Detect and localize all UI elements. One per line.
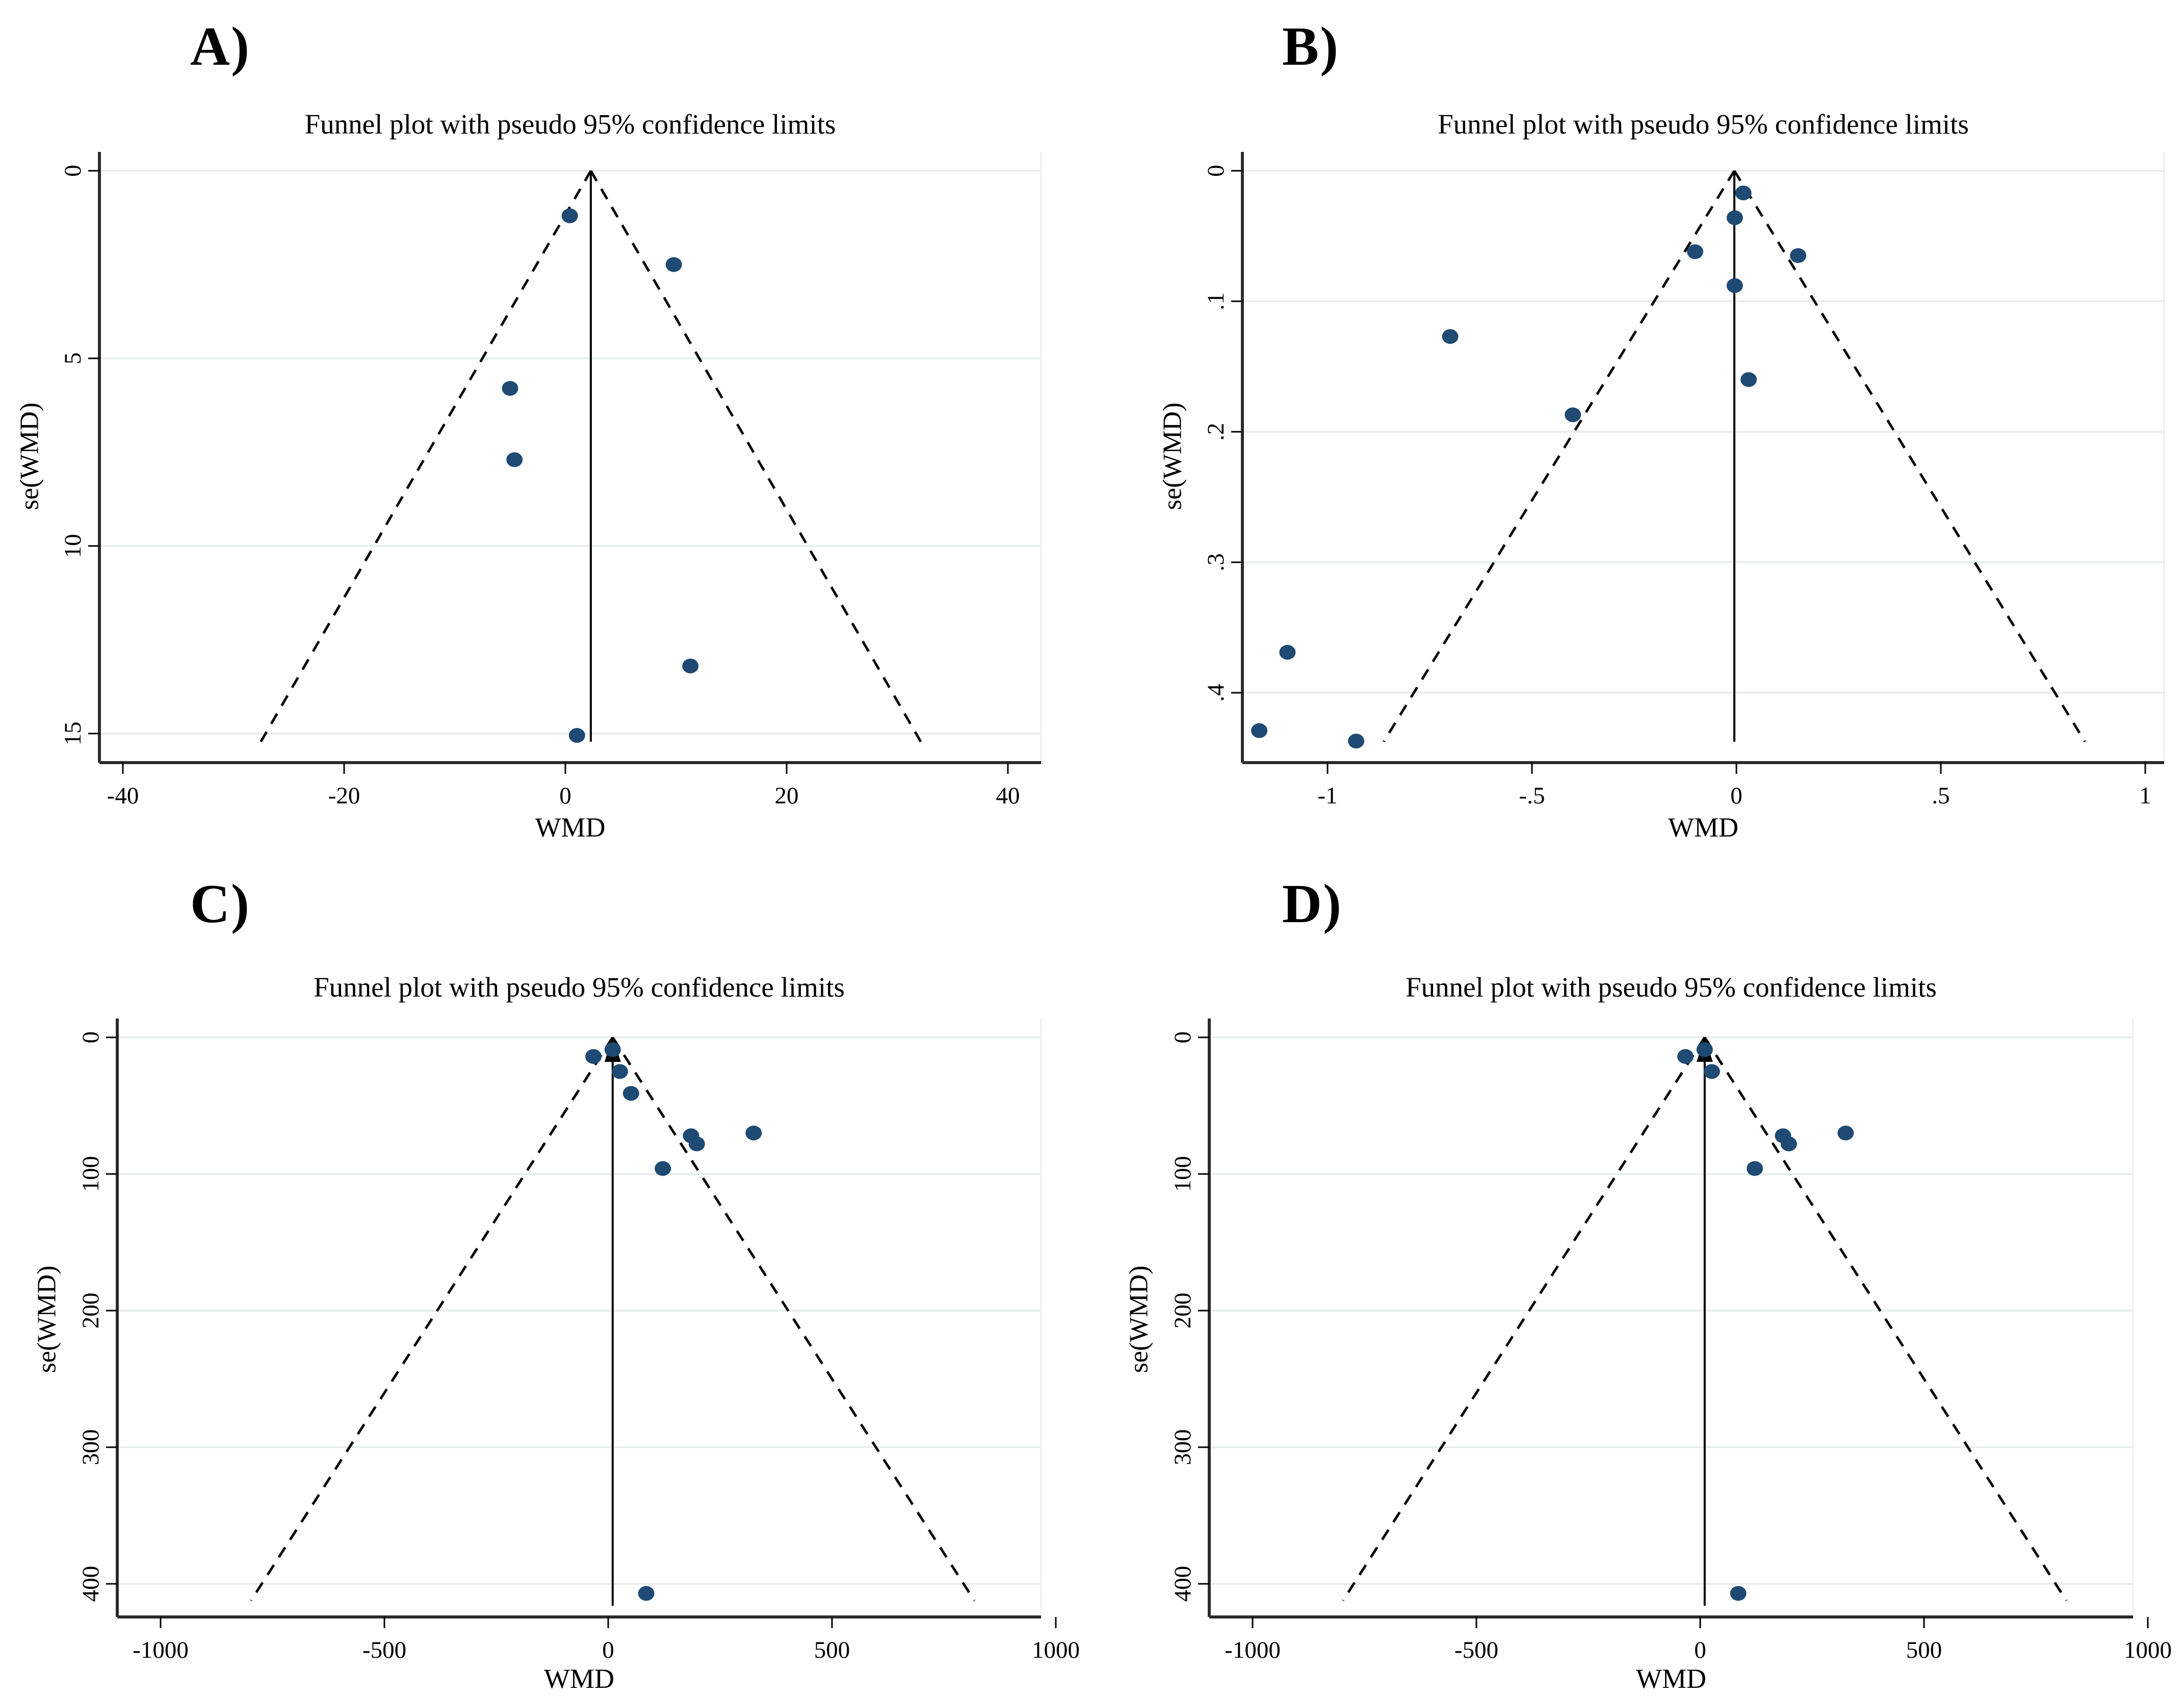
data-point-d [1730, 1586, 1747, 1601]
funnel-boundary-left-a [259, 170, 592, 743]
data-point-b [1442, 329, 1459, 344]
y-tick-label-d: 200 [1169, 1292, 1196, 1329]
panel-a-x-axis-label: WMD [535, 812, 606, 843]
panel-a-y-axis-label: se(WMD) [15, 402, 44, 510]
y-tick-label-a: 0 [60, 165, 86, 177]
data-point-d [1747, 1161, 1763, 1176]
x-tick-label-d: 500 [1906, 1637, 1942, 1663]
funnel-boundary-right-d [1703, 1036, 2068, 1602]
x-tick-label-c: 0 [602, 1637, 614, 1663]
data-point-a [682, 659, 699, 674]
panel-d-title: Funnel plot with pseudo 95% confidence l… [1406, 972, 1937, 1003]
data-point-c [604, 1042, 621, 1057]
data-point-a [506, 452, 523, 467]
y-tick-label-b: 0 [1203, 165, 1229, 177]
x-tick-label-a: 20 [774, 782, 799, 809]
panel-a-title: Funnel plot with pseudo 95% confidence l… [304, 109, 836, 140]
data-point-c [655, 1161, 671, 1176]
panel-d-letter: D) [1282, 874, 1342, 934]
data-point-b [1565, 407, 1581, 423]
panel-b-title: Funnel plot with pseudo 95% confidence l… [1438, 109, 1969, 140]
y-tick-label-b: .1 [1203, 292, 1229, 310]
data-point-d [1837, 1126, 1854, 1141]
y-tick-label-d: 0 [1169, 1031, 1196, 1043]
panel-c-title: Funnel plot with pseudo 95% confidence l… [314, 972, 845, 1003]
y-tick-label-a: 10 [60, 534, 86, 558]
data-point-d [1780, 1136, 1797, 1152]
y-tick-label-d: 400 [1169, 1565, 1196, 1602]
panel-c-y-axis-label: se(WMD) [32, 1265, 62, 1373]
data-point-b [1279, 645, 1296, 660]
x-tick-label-c: 1000 [1032, 1637, 1080, 1663]
data-point-a [568, 728, 585, 743]
funnel-boundary-left-b [1383, 170, 1736, 743]
x-tick-label-d: -500 [1454, 1637, 1499, 1663]
panel-c-letter: C) [190, 874, 250, 934]
panel-a-letter: A) [190, 16, 250, 77]
x-tick-label-c: -1000 [133, 1637, 189, 1663]
funnel-boundary-right-b [1733, 170, 2086, 743]
data-point-c [745, 1126, 762, 1141]
panel-b-letter: B) [1282, 16, 1339, 77]
y-tick-label-d: 300 [1169, 1429, 1196, 1466]
data-point-a [561, 208, 578, 223]
data-point-d [1677, 1049, 1694, 1064]
data-point-c [638, 1586, 655, 1601]
y-tick-label-a: 5 [60, 352, 86, 364]
data-point-c [611, 1064, 628, 1079]
funnel-boundary-right-a [589, 170, 922, 743]
y-tick-label-c: 100 [77, 1156, 104, 1192]
x-tick-label-a: -20 [328, 782, 360, 809]
data-point-a [502, 381, 518, 396]
data-point-b [1740, 372, 1757, 387]
data-point-a [665, 257, 682, 272]
data-point-b [1348, 734, 1365, 749]
data-point-c [622, 1086, 639, 1101]
x-tick-label-a: 0 [559, 782, 571, 809]
panel-d-x-axis-label: WMD [1636, 1663, 1706, 1694]
x-tick-label-c: 500 [814, 1637, 850, 1663]
data-point-b [1726, 278, 1743, 293]
x-tick-label-b: -.5 [1519, 782, 1545, 809]
panel-d-y-axis-label: se(WMD) [1124, 1265, 1154, 1373]
data-point-c [688, 1136, 705, 1152]
x-tick-label-b: 0 [1730, 782, 1743, 809]
funnel-boundary-left-c [250, 1036, 614, 1602]
data-point-b [1735, 186, 1752, 201]
y-tick-label-c: 300 [77, 1429, 104, 1466]
x-tick-label-c: -500 [362, 1637, 407, 1663]
y-tick-label-d: 100 [1169, 1156, 1196, 1192]
y-tick-label-c: 0 [77, 1031, 104, 1043]
x-tick-label-d: 0 [1694, 1637, 1706, 1663]
x-tick-label-d: 1000 [2124, 1637, 2172, 1663]
data-point-b [1251, 723, 1268, 738]
x-tick-label-b: 1 [2139, 782, 2151, 809]
funnel-boundary-right-c [611, 1036, 976, 1602]
y-tick-label-b: .3 [1203, 553, 1229, 571]
data-point-b [1726, 210, 1743, 225]
x-tick-label-b: .5 [1932, 782, 1950, 809]
data-point-b [1790, 248, 1807, 263]
data-point-d [1703, 1064, 1720, 1079]
x-tick-label-d: -1000 [1225, 1637, 1281, 1663]
y-tick-label-b: .2 [1203, 423, 1229, 441]
panel-b-y-axis-label: se(WMD) [1158, 402, 1187, 510]
data-point-b [1686, 244, 1703, 259]
data-point-d [1696, 1042, 1713, 1057]
y-tick-label-c: 400 [77, 1565, 104, 1602]
y-tick-label-a: 15 [60, 721, 86, 746]
y-tick-label-b: .4 [1203, 684, 1229, 702]
data-point-c [585, 1049, 602, 1064]
x-tick-label-b: -1 [1317, 782, 1338, 809]
y-tick-label-c: 200 [77, 1292, 104, 1329]
panel-c-x-axis-label: WMD [544, 1663, 614, 1694]
funnel-boundary-left-d [1342, 1036, 1706, 1602]
x-tick-label-a: 40 [996, 782, 1020, 809]
panel-b-x-axis-label: WMD [1668, 812, 1738, 843]
x-tick-label-a: -40 [107, 782, 139, 809]
